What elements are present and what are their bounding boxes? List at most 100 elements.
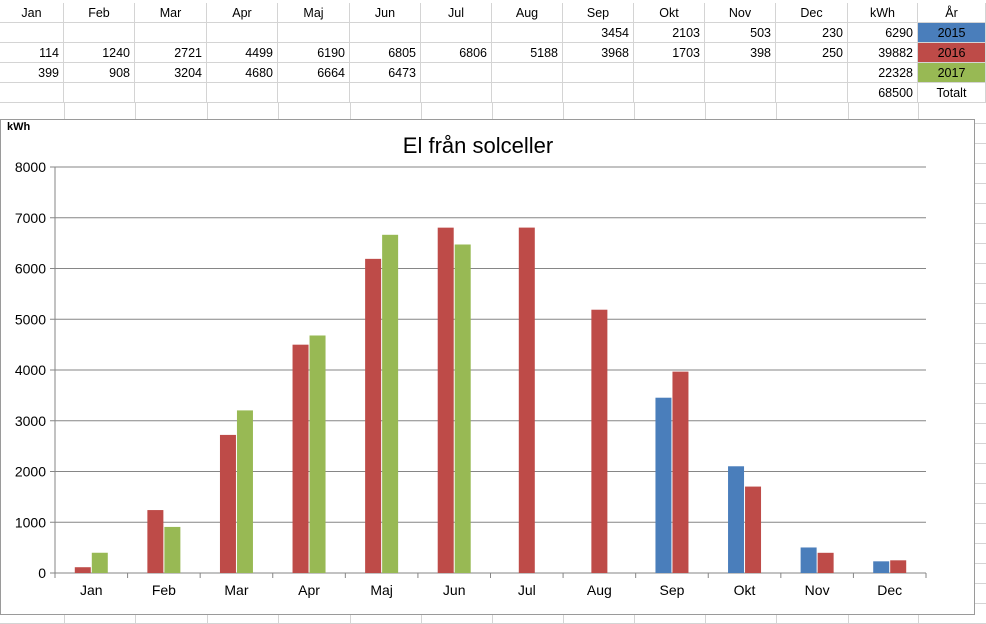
- table-cell[interactable]: 399: [0, 63, 64, 83]
- table-cell[interactable]: [207, 23, 278, 43]
- bar-2015-Nov: [800, 547, 817, 573]
- header-cell[interactable]: Aug: [492, 3, 563, 23]
- table-cell[interactable]: [492, 83, 563, 103]
- bar-2016-Mar: [219, 434, 236, 573]
- bar-2017-Feb: [164, 526, 181, 573]
- header-cell[interactable]: Feb: [64, 3, 135, 23]
- table-cell[interactable]: 503: [705, 23, 776, 43]
- table-cell[interactable]: [705, 63, 776, 83]
- table-cell[interactable]: 2721: [135, 43, 207, 63]
- table-cell[interactable]: 4680: [207, 63, 278, 83]
- table-cell[interactable]: [64, 83, 135, 103]
- header-cell[interactable]: Jun: [350, 3, 421, 23]
- header-cell[interactable]: Sep: [563, 3, 634, 23]
- header-cell[interactable]: Okt: [634, 3, 705, 23]
- y-tick-label: 8000: [15, 159, 46, 175]
- header-cell[interactable]: Mar: [135, 3, 207, 23]
- table-cell[interactable]: [563, 63, 634, 83]
- table-cell[interactable]: [350, 83, 421, 103]
- bar-2016-Okt: [745, 486, 762, 573]
- table-cell[interactable]: [350, 23, 421, 43]
- table-cell[interactable]: 2016: [918, 43, 986, 63]
- table-cell[interactable]: 39882: [848, 43, 918, 63]
- table-cell[interactable]: [135, 23, 207, 43]
- table-cell[interactable]: [278, 23, 350, 43]
- bar-2016-Maj: [365, 258, 382, 573]
- table-cell[interactable]: 6190: [278, 43, 350, 63]
- table-cell[interactable]: [492, 23, 563, 43]
- table-cell[interactable]: [421, 63, 492, 83]
- bar-2016-Apr: [292, 344, 309, 573]
- header-cell[interactable]: Apr: [207, 3, 278, 23]
- x-tick-label: Feb: [152, 582, 176, 598]
- table-cell[interactable]: [135, 83, 207, 103]
- table-cell[interactable]: [776, 63, 848, 83]
- table-cell[interactable]: Totalt: [918, 83, 986, 103]
- chart-area[interactable]: El från solceller 0 1000 2000 3000 4000 5000 60…: [0, 119, 975, 615]
- table-cell[interactable]: [634, 63, 705, 83]
- table-cell[interactable]: 6664: [278, 63, 350, 83]
- bar-2016-Jul: [518, 227, 535, 573]
- table-cell[interactable]: 6805: [350, 43, 421, 63]
- x-tick-label: Sep: [659, 582, 684, 598]
- bar-2016-Sep: [672, 371, 689, 573]
- header-cell[interactable]: Jul: [421, 3, 492, 23]
- bar-2017-Mar: [236, 410, 253, 573]
- table-cell[interactable]: 2103: [634, 23, 705, 43]
- bar-2017-Apr: [309, 335, 326, 573]
- x-tick-label: Jul: [518, 582, 536, 598]
- table-cell[interactable]: [421, 23, 492, 43]
- table-cell[interactable]: [776, 83, 848, 103]
- table-cell[interactable]: 2017: [918, 63, 986, 83]
- table-row: 3454 2103 503 230 6290 2015: [0, 23, 986, 43]
- x-tick-label: Mar: [224, 582, 248, 598]
- table-cell[interactable]: [207, 83, 278, 103]
- table-cell[interactable]: [421, 83, 492, 103]
- table-cell[interactable]: 2015: [918, 23, 986, 43]
- header-cell[interactable]: Jan: [0, 3, 64, 23]
- table-cell[interactable]: 1240: [64, 43, 135, 63]
- table-cell[interactable]: 6806: [421, 43, 492, 63]
- table-cell[interactable]: [563, 83, 634, 103]
- table-cell[interactable]: 68500: [848, 83, 918, 103]
- header-cell[interactable]: Maj: [278, 3, 350, 23]
- bar-2016-Jun: [437, 227, 454, 573]
- table-cell[interactable]: 250: [776, 43, 848, 63]
- x-tick-label: Aug: [587, 582, 612, 598]
- table-cell[interactable]: 230: [776, 23, 848, 43]
- table-cell[interactable]: 3454: [563, 23, 634, 43]
- bar-2016-Nov: [817, 552, 834, 573]
- y-axis-label: kWh: [7, 121, 31, 133]
- table-cell[interactable]: 1703: [634, 43, 705, 63]
- header-cell[interactable]: År: [918, 3, 986, 23]
- table-cell[interactable]: 22328: [848, 63, 918, 83]
- x-tick-label: Dec: [877, 582, 902, 598]
- table-cell[interactable]: [634, 83, 705, 103]
- table-cell[interactable]: 6473: [350, 63, 421, 83]
- table-cell[interactable]: 5188: [492, 43, 563, 63]
- table-cell[interactable]: [278, 83, 350, 103]
- table-cell[interactable]: 3968: [563, 43, 634, 63]
- header-cell[interactable]: kWh: [848, 3, 918, 23]
- table-cell[interactable]: [705, 83, 776, 103]
- bar-2016-Dec: [890, 560, 907, 573]
- header-cell[interactable]: Dec: [776, 3, 848, 23]
- table-cell[interactable]: [492, 63, 563, 83]
- y-tick-label: 7000: [15, 210, 46, 226]
- y-tick-label: 4000: [15, 362, 46, 378]
- table-cell[interactable]: 908: [64, 63, 135, 83]
- bar-2017-Maj: [382, 234, 399, 573]
- table-row: 399 908 3204 4680 6664 6473 22328 2017: [0, 63, 986, 83]
- header-cell[interactable]: Nov: [705, 3, 776, 23]
- table-cell[interactable]: [64, 23, 135, 43]
- y-tick-label: 3000: [15, 413, 46, 429]
- table-cell[interactable]: 114: [0, 43, 64, 63]
- table-cell[interactable]: 398: [705, 43, 776, 63]
- table-cell[interactable]: 6290: [848, 23, 918, 43]
- bar-chart: El från solceller 0 1000 2000 3000 4000 5000 60…: [15, 133, 927, 598]
- table-cell[interactable]: 3204: [135, 63, 207, 83]
- table-cell[interactable]: [0, 23, 64, 43]
- bar-2017-Jan: [91, 552, 108, 573]
- table-cell[interactable]: 4499: [207, 43, 278, 63]
- table-cell[interactable]: [0, 83, 64, 103]
